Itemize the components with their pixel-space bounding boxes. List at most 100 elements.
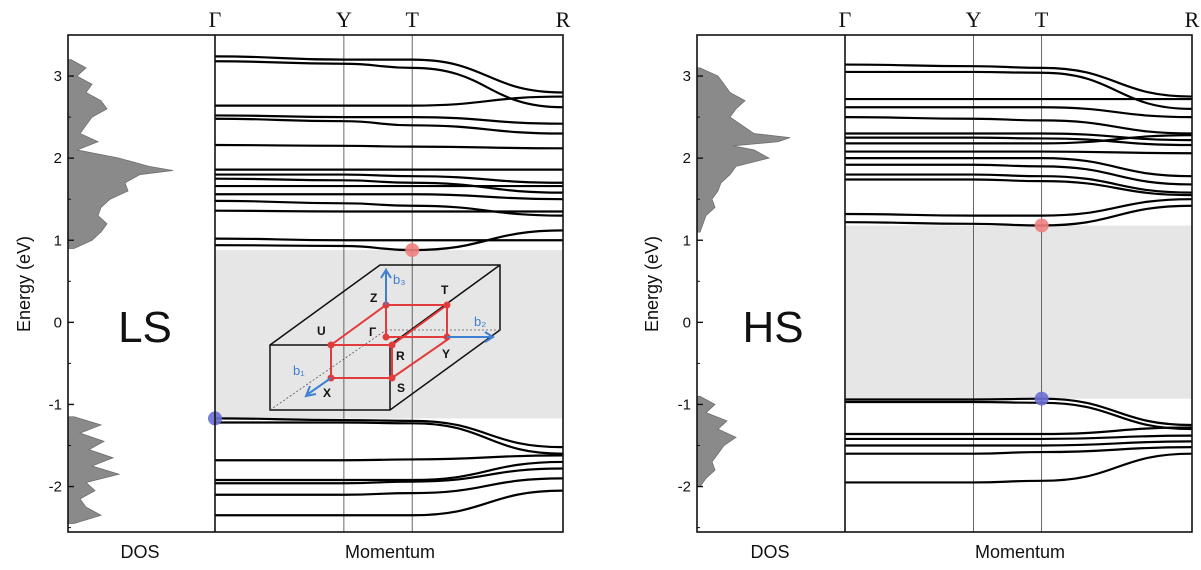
ls-band-5	[214, 143, 564, 150]
ls-dos-peak-1	[67, 416, 121, 524]
ls-band-15	[214, 417, 564, 449]
ls-dos-label: DOS	[120, 542, 159, 562]
bz-point-r	[388, 341, 396, 349]
bz-label-u: U	[317, 324, 326, 338]
hs-band-6	[845, 136, 1193, 147]
hs-plot-frame	[696, 34, 1193, 533]
ls-band-14	[214, 229, 564, 252]
bz-label-t: T	[441, 283, 449, 297]
hs-band-18	[844, 434, 1193, 441]
ls-frame-rect	[67, 34, 564, 533]
ls-panel: 3 2 1 0 -1 -2 Γ Y T R Energy (eV) DOS Momentum L…	[14, 7, 571, 562]
hs-band-edge-markers	[1034, 218, 1049, 406]
hs-band-gap-shading	[845, 225, 1192, 399]
ls-band-1	[214, 60, 564, 109]
hs-band-21	[845, 452, 1193, 484]
hs-band-20	[845, 446, 1193, 455]
ls-band-7	[215, 173, 564, 184]
ls-band-10	[215, 193, 564, 201]
hs-ytick-label-2: 1	[683, 232, 691, 249]
ls-ytick-label-4: -1	[49, 396, 62, 413]
ls-ytick-label-2: 1	[54, 232, 62, 249]
hs-vbm-marker	[1034, 391, 1049, 406]
bz-label-b3: b₃	[393, 272, 406, 287]
ls-band-13	[214, 237, 563, 242]
ls-y-axis-title: Energy (eV)	[14, 236, 34, 332]
ls-kpoint-label-2: T	[405, 7, 419, 32]
hs-y-axis-title: Energy (eV)	[642, 236, 662, 332]
hs-kpoint-label-0: Γ	[839, 7, 852, 32]
ls-band-4	[214, 117, 564, 135]
hs-y-ticks: 3 2 1 0 -1 -2	[678, 68, 703, 529]
bz-label-gamma: Γ	[369, 325, 377, 339]
bz-label-z: Z	[370, 291, 377, 305]
hs-band-1	[845, 70, 1193, 110]
ls-kpoint-label-0: Γ	[209, 7, 222, 32]
ls-band-19	[215, 467, 564, 485]
bz-label-b2: b₂	[474, 314, 486, 329]
hs-kpoint-label-2: T	[1035, 7, 1049, 32]
hs-panel: 3 2 1 0 -1 -2 Γ Y T R Energy (eV) DOS Momentum H…	[642, 7, 1200, 562]
ls-y-ticks: 3 2 1 0 -1 -2	[49, 68, 74, 529]
ls-band-17	[215, 454, 564, 462]
hs-state-label: HS	[742, 303, 803, 352]
hs-ytick-label-1: 2	[683, 150, 691, 167]
hs-band-14	[844, 204, 1193, 227]
ls-band-8	[214, 177, 564, 194]
hs-ytick-label-3: 0	[683, 314, 691, 331]
ls-band-gap-shading	[215, 250, 563, 419]
hs-ytick-label-0: 3	[683, 68, 691, 85]
hs-dos-peak-0	[696, 67, 791, 233]
bz-label-y: Y	[442, 347, 450, 361]
hs-band-10	[845, 163, 1193, 186]
ls-band-12	[214, 209, 563, 213]
hs-band-0	[844, 63, 1193, 98]
bz-label-r: R	[396, 349, 405, 363]
bz-reciprocal-vectors	[304, 268, 495, 398]
bz-label-s: S	[397, 381, 405, 395]
hs-dos-label: DOS	[750, 542, 789, 562]
ls-dos-peak-0	[67, 59, 174, 249]
hs-band-9	[845, 157, 1193, 178]
bz-point-s	[388, 374, 396, 382]
ls-band-21	[215, 489, 564, 517]
hs-bands	[844, 63, 1193, 484]
bz-point-t	[443, 301, 451, 309]
ls-band-11	[214, 199, 564, 217]
hs-band-4	[844, 116, 1193, 135]
hs-x-axis-title: Momentum	[975, 542, 1065, 562]
ls-band-16	[215, 421, 564, 455]
ls-kpoint-label-1: Y	[336, 7, 352, 32]
hs-cbm-marker	[1034, 218, 1049, 233]
hs-band-17	[844, 426, 1193, 436]
hs-band-7	[844, 134, 1193, 145]
bz-label-b1: b₁	[293, 363, 305, 378]
ls-band-2	[215, 95, 564, 107]
bz-label-x: X	[323, 386, 331, 400]
bz-point-u	[327, 341, 335, 349]
ls-band-0	[214, 55, 564, 94]
ls-x-axis-title: Momentum	[345, 542, 435, 562]
ls-kpoint-label-3: R	[556, 7, 571, 32]
hs-dos-peak-1	[696, 395, 737, 487]
ls-band-18	[214, 460, 564, 482]
hs-band-8	[844, 150, 1193, 155]
hs-band-11	[845, 173, 1193, 194]
ls-bands	[214, 55, 564, 517]
hs-frame-rect	[696, 34, 1193, 533]
ls-band-3	[214, 114, 564, 125]
ls-dos-curve	[67, 59, 174, 524]
ls-state-label: LS	[118, 303, 172, 352]
ls-cbm-marker	[405, 243, 420, 258]
b1-arrow	[307, 377, 332, 395]
ls-ytick-label-5: -2	[49, 479, 62, 496]
hs-kpoint-label-1: Y	[966, 7, 982, 32]
hs-band-12	[844, 178, 1193, 197]
hs-band-13	[844, 198, 1193, 217]
hs-ytick-label-5: -2	[678, 479, 691, 496]
ls-ytick-label-3: 0	[54, 314, 62, 331]
hs-ytick-label-4: -1	[678, 396, 691, 413]
